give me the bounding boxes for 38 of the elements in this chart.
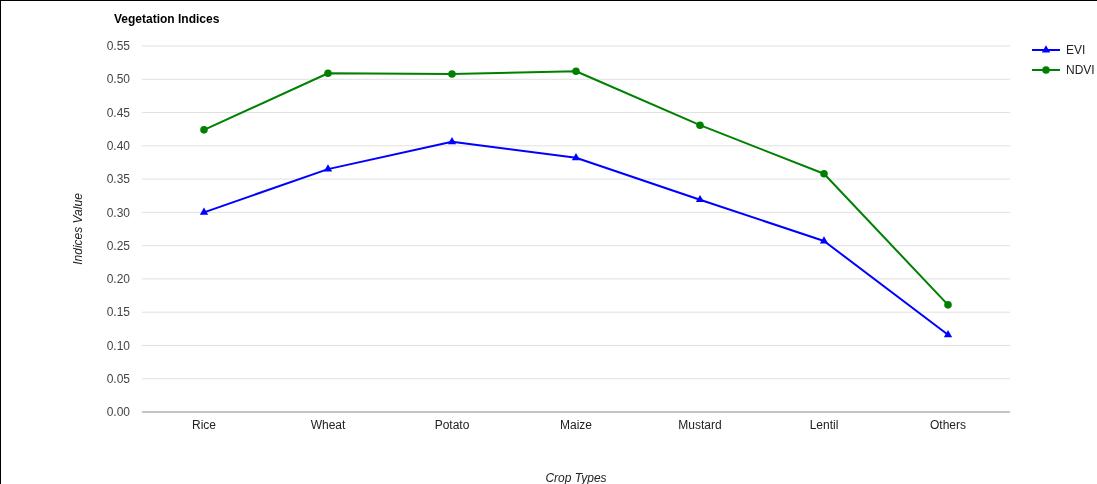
point xyxy=(448,70,456,78)
y-tick-label: 0.30 xyxy=(106,205,131,220)
y-tick-label: 0.20 xyxy=(106,272,131,287)
y-tick-label: 0.25 xyxy=(106,238,131,253)
x-tick-label: Mustard xyxy=(678,418,722,432)
point xyxy=(323,164,333,172)
point xyxy=(820,169,828,178)
y-tick-label: 0.55 xyxy=(106,39,131,54)
legend-label: NDVI xyxy=(1066,63,1095,78)
y-tick-label: 0.00 xyxy=(106,405,131,420)
y-tick-label: 0.10 xyxy=(106,338,131,353)
y-tick-label: 0.40 xyxy=(106,139,131,154)
legend-label: EVI xyxy=(1066,43,1086,58)
point xyxy=(200,126,208,134)
y-tick-label: 0.45 xyxy=(106,105,131,120)
x-tick-label: Lentil xyxy=(809,418,839,432)
y-tick-label: 0.15 xyxy=(106,305,131,320)
point xyxy=(944,301,952,309)
point xyxy=(199,207,209,215)
x-tick-label: Maize xyxy=(559,418,593,432)
point xyxy=(943,330,953,338)
chart-title: Vegetation Indices xyxy=(114,12,220,26)
point xyxy=(572,67,580,76)
x-tick-label: Potato xyxy=(434,418,470,432)
y-axis-title: Indices Value xyxy=(71,192,85,265)
x-axis-title: Crop Types xyxy=(545,471,607,484)
x-tick-label: Wheat xyxy=(310,418,346,432)
point xyxy=(447,137,457,145)
point xyxy=(324,69,332,78)
x-tick-label: Others xyxy=(929,418,967,432)
point xyxy=(819,236,829,244)
x-tick-label: Rice xyxy=(191,418,217,432)
y-tick-label: 0.35 xyxy=(106,172,131,187)
y-tick-label: 0.50 xyxy=(106,72,131,87)
point xyxy=(696,121,704,129)
y-tick-label: 0.05 xyxy=(106,371,131,386)
point xyxy=(695,194,705,203)
point xyxy=(571,152,581,161)
